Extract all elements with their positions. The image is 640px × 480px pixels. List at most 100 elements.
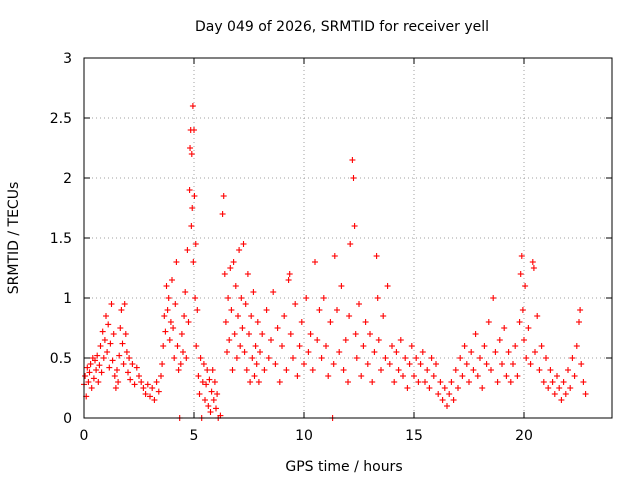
data-point — [221, 271, 228, 277]
data-point — [203, 381, 210, 388]
y-tick-label: 2 — [63, 171, 72, 187]
data-point — [287, 331, 294, 337]
data-point — [236, 247, 243, 253]
data-point — [373, 253, 380, 259]
data-point — [283, 367, 290, 373]
data-point — [384, 283, 391, 289]
data-point — [248, 313, 255, 319]
data-point — [411, 373, 417, 379]
data-point — [395, 367, 402, 373]
data-point — [191, 193, 198, 199]
data-point — [253, 361, 260, 367]
data-point — [199, 379, 206, 385]
data-point — [298, 319, 305, 325]
data-point — [163, 283, 170, 289]
data-point — [446, 391, 453, 397]
data-point — [406, 361, 413, 367]
data-point — [175, 367, 182, 373]
data-point — [207, 409, 214, 415]
data-point — [87, 361, 94, 367]
data-point — [318, 355, 325, 361]
data-point — [485, 319, 492, 325]
data-point — [362, 319, 369, 325]
data-point — [188, 223, 195, 229]
data-point — [183, 355, 190, 361]
data-point — [565, 367, 571, 373]
data-point — [251, 373, 258, 379]
data-point — [205, 403, 212, 409]
data-point — [400, 373, 406, 379]
data-point — [95, 379, 102, 385]
data-point — [144, 381, 151, 388]
data-point — [529, 259, 536, 265]
data-point — [463, 361, 470, 367]
data-point — [84, 364, 91, 371]
data-point — [525, 325, 532, 331]
data-point — [567, 385, 574, 391]
x-tick-label: 15 — [405, 428, 423, 444]
data-point — [119, 340, 126, 347]
data-point — [109, 357, 116, 364]
data-point — [342, 337, 349, 343]
data-point — [350, 175, 357, 181]
data-point — [296, 343, 303, 349]
data-point — [404, 385, 411, 391]
data-point — [560, 379, 567, 385]
data-point — [402, 355, 409, 361]
data-point — [172, 301, 179, 307]
data-point — [151, 397, 158, 403]
data-point — [369, 379, 376, 385]
data-point — [209, 367, 216, 373]
data-point — [479, 385, 486, 391]
data-point — [164, 307, 171, 313]
data-point — [108, 301, 115, 307]
data-point — [259, 331, 266, 337]
data-point — [518, 253, 525, 259]
data-point — [270, 289, 277, 295]
axis-ticks: 0 5 10 15 20 0 0.5 1 1.5 2 2.5 3 — [50, 51, 612, 444]
data-point — [136, 373, 142, 379]
data-point — [107, 340, 114, 347]
data-point — [428, 355, 435, 361]
data-point — [503, 373, 510, 379]
data-point — [375, 337, 382, 343]
data-point — [294, 373, 301, 379]
data-point — [195, 373, 202, 379]
data-point — [123, 349, 130, 355]
data-point — [573, 343, 580, 349]
data-point — [167, 319, 174, 325]
data-point — [142, 391, 149, 397]
data-point — [103, 313, 109, 319]
data-point — [309, 367, 316, 373]
data-point — [254, 319, 261, 325]
data-point — [483, 361, 490, 367]
data-point — [173, 259, 180, 265]
data-point — [386, 361, 393, 367]
data-point — [235, 313, 241, 319]
data-point — [88, 385, 95, 391]
data-point — [441, 385, 448, 391]
data-point — [276, 379, 283, 385]
data-point — [126, 355, 133, 361]
data-point — [233, 355, 240, 361]
data-point — [481, 343, 488, 349]
data-point — [571, 373, 578, 379]
data-point — [510, 361, 516, 367]
data-point — [193, 343, 200, 349]
data-point — [578, 361, 585, 367]
data-point — [210, 397, 217, 403]
data-point — [549, 379, 556, 385]
data-point — [219, 211, 226, 217]
data-point — [194, 307, 201, 313]
data-point — [230, 259, 237, 265]
data-point — [200, 361, 207, 367]
data-point — [435, 391, 442, 397]
data-point — [303, 295, 310, 301]
data-point — [197, 355, 204, 361]
data-point — [274, 325, 281, 331]
data-point — [101, 337, 108, 343]
data-point — [93, 367, 100, 373]
data-point — [106, 364, 113, 371]
data-point — [292, 301, 299, 307]
